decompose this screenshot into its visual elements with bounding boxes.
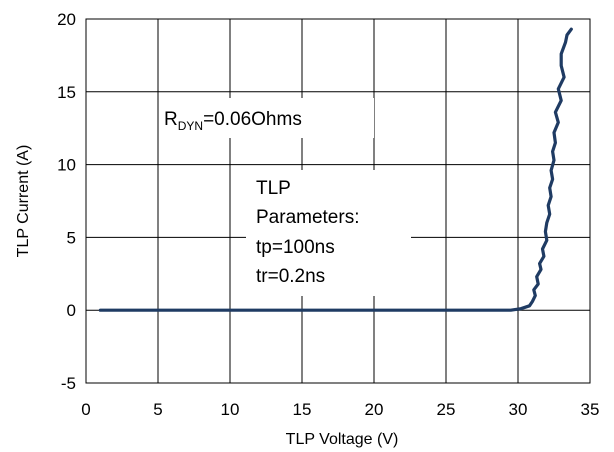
rdyn-subscript: DYN — [178, 119, 203, 133]
y-tick-label: 5 — [67, 228, 76, 247]
params-line-1: TLP — [256, 178, 291, 199]
x-tick-label: 5 — [153, 400, 162, 419]
y-tick-label: 0 — [67, 301, 76, 320]
rdyn-value: =0.06Ohms — [203, 109, 302, 130]
tlp-parameters-box — [246, 170, 411, 296]
y-tick-label: -5 — [61, 374, 76, 393]
plot-area-frame — [85, 18, 591, 384]
params-line-4: tr=0.2ns — [256, 266, 325, 287]
x-tick-label: 25 — [437, 400, 456, 419]
y-tick-labels: -5 0 5 10 15 20 — [57, 10, 76, 393]
rdyn-annotation: RDYN=0.06Ohms — [164, 109, 302, 133]
x-tick-label: 0 — [81, 400, 90, 419]
y-tick-label: 20 — [57, 10, 76, 29]
x-tick-label: 20 — [365, 400, 384, 419]
x-tick-label: 30 — [509, 400, 528, 419]
params-line-3: tp=100ns — [256, 237, 335, 258]
rdyn-prefix: R — [164, 109, 178, 130]
series-line-tlp-iv — [98, 27, 573, 312]
x-axis-label: TLP Voltage (V) — [286, 431, 399, 448]
x-tick-label: 35 — [581, 400, 600, 419]
x-tick-labels: 0 5 10 15 20 25 30 35 — [81, 400, 599, 419]
y-tick-label: 15 — [57, 83, 76, 102]
x-tick-label: 10 — [221, 400, 240, 419]
params-line-2: Parameters: — [256, 207, 359, 228]
rdyn-annotation-box — [160, 98, 374, 138]
x-tick-label: 15 — [293, 400, 312, 419]
y-tick-label: 10 — [57, 156, 76, 175]
y-axis-label: TLP Current (A) — [15, 145, 32, 258]
